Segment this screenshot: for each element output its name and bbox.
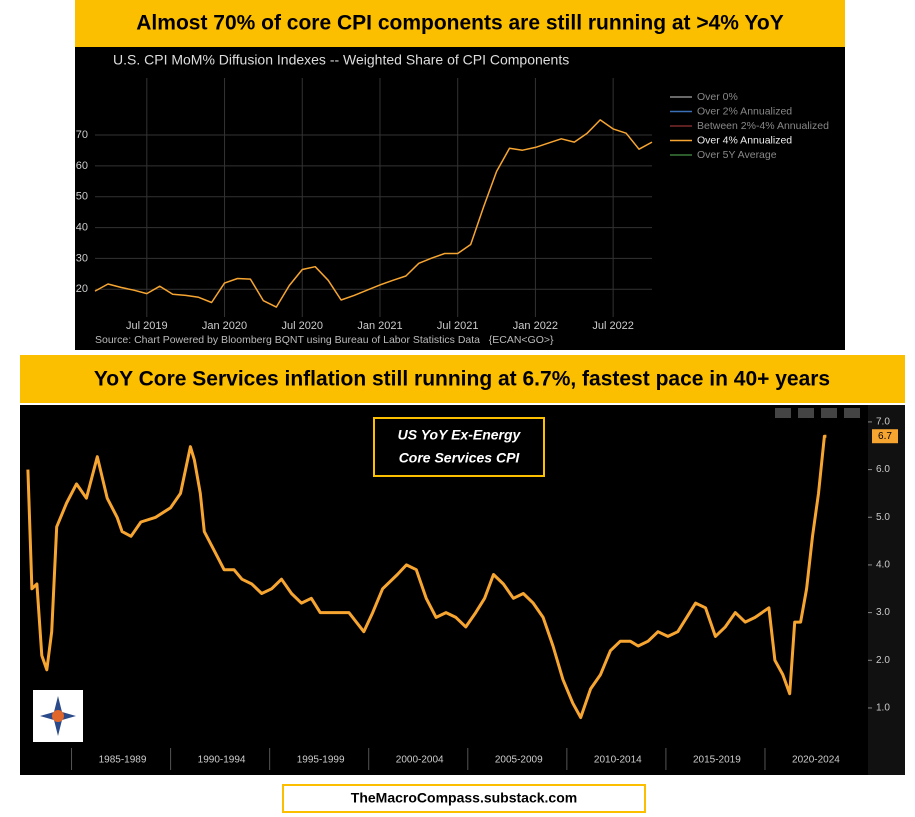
x-tick-label: 1985-1989 <box>99 755 147 766</box>
line-series <box>26 434 827 719</box>
legend-label: Over 4% Annualized <box>697 134 792 146</box>
y-tick-label: 60 <box>76 160 88 172</box>
y-tick-label: 7.0 <box>876 417 890 428</box>
headline: YoY Core Services inflation still runnin… <box>94 368 830 391</box>
x-tick-label: 2020-2024 <box>792 755 840 766</box>
y-tick-label: 30 <box>76 252 88 264</box>
source: Source: Chart Powered by Bloomberg BQNT … <box>95 334 554 346</box>
x-tick-label: 1995-1999 <box>297 755 345 766</box>
x-tick-label: 2015-2019 <box>693 755 741 766</box>
y-tick-label: 20 <box>76 283 88 295</box>
x-tick-label: Jul 2022 <box>592 320 634 332</box>
y-tick-label: 70 <box>76 129 88 141</box>
legend-label: Over 2% Annualized <box>697 105 792 117</box>
y-tick-label: 4.0 <box>876 560 890 571</box>
y-tick-label: 40 <box>76 221 88 233</box>
footer: TheMacroCompass.substack.com <box>351 790 577 806</box>
y-tick-label: 6.0 <box>876 464 890 475</box>
chart-title: U.S. CPI MoM% Diffusion Indexes -- Weigh… <box>113 52 569 68</box>
chart-title: Core Services CPI <box>399 450 521 466</box>
headline: Almost 70% of core CPI components are st… <box>136 12 783 35</box>
y-tick-label: 1.0 <box>876 703 890 714</box>
x-tick-label: Jan 2020 <box>202 320 247 332</box>
legend-label: Over 5Y Average <box>697 149 777 161</box>
legend-label: Over 0% <box>697 91 738 103</box>
last-value-box <box>872 429 898 444</box>
footer-box <box>282 784 646 813</box>
x-tick-label: Jan 2021 <box>357 320 402 332</box>
axis-panel <box>868 405 905 775</box>
x-tick-label: Jan 2022 <box>513 320 558 332</box>
logo <box>33 690 83 742</box>
title-box <box>373 417 545 477</box>
toolbar <box>775 408 860 418</box>
x-tick-label: Jul 2020 <box>281 320 323 332</box>
x-tick-label: 2000-2004 <box>396 755 444 766</box>
y-tick-label: 5.0 <box>876 512 890 523</box>
y-tick-label: 2.0 <box>876 655 890 666</box>
x-tick-label: Jul 2021 <box>437 320 479 332</box>
x-tick-label: Jul 2019 <box>126 320 168 332</box>
headline-banner <box>75 0 845 47</box>
x-tick-label: 2010-2014 <box>594 755 642 766</box>
y-tick-label: 50 <box>76 191 88 203</box>
y-tick-label: 3.0 <box>876 607 890 618</box>
last-value-label: 6.7 <box>878 431 892 442</box>
x-tick-label: 1990-1994 <box>198 755 246 766</box>
x-tick-label: 2005-2009 <box>495 755 543 766</box>
legend-label: Between 2%-4% Annualized <box>697 120 829 132</box>
chart-title: US YoY Ex-Energy <box>398 427 522 443</box>
headline-banner <box>20 355 905 403</box>
line-series <box>94 119 653 308</box>
